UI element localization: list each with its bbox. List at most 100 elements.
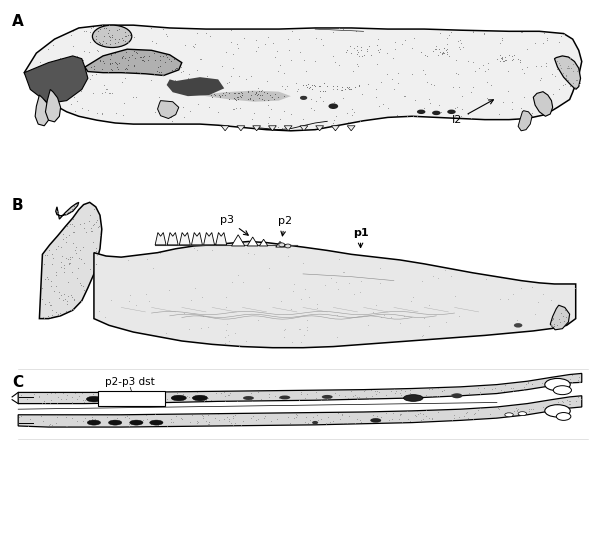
Point — [555, 308, 565, 317]
Point — [101, 39, 111, 48]
Point — [124, 420, 134, 429]
Point — [79, 219, 89, 228]
Point — [334, 254, 344, 263]
Point — [392, 110, 402, 119]
Point — [70, 389, 80, 398]
Point — [547, 70, 556, 79]
Point — [62, 300, 72, 309]
Point — [159, 69, 169, 78]
Point — [536, 74, 546, 83]
Point — [176, 68, 186, 77]
Point — [150, 419, 159, 428]
Point — [104, 26, 114, 35]
Point — [438, 386, 447, 395]
Text: p2-p3 dst: p2-p3 dst — [105, 377, 155, 387]
Point — [453, 102, 462, 111]
Point — [54, 293, 64, 302]
Point — [141, 395, 151, 404]
Point — [527, 282, 537, 291]
Point — [468, 414, 478, 423]
Point — [554, 377, 564, 386]
Point — [39, 259, 49, 268]
Point — [550, 319, 559, 328]
Point — [328, 84, 338, 93]
Point — [67, 397, 77, 406]
Point — [102, 388, 112, 397]
Point — [454, 412, 464, 421]
Point — [462, 408, 472, 417]
Point — [95, 38, 104, 47]
Point — [64, 260, 74, 269]
Point — [416, 48, 426, 56]
Point — [196, 324, 205, 333]
Ellipse shape — [312, 421, 318, 424]
Point — [224, 416, 234, 425]
Point — [550, 380, 559, 389]
Ellipse shape — [417, 110, 425, 114]
Point — [445, 52, 454, 61]
Point — [397, 40, 407, 49]
Point — [553, 398, 562, 407]
Point — [142, 254, 152, 263]
Point — [455, 35, 465, 44]
Point — [439, 49, 448, 58]
Point — [61, 395, 71, 404]
Point — [170, 55, 179, 64]
Point — [560, 306, 570, 315]
Point — [95, 231, 105, 240]
Point — [357, 51, 367, 60]
Point — [296, 387, 305, 396]
Point — [286, 56, 296, 65]
Point — [355, 416, 365, 425]
Point — [176, 413, 185, 422]
Point — [97, 39, 107, 48]
Point — [161, 329, 171, 338]
Point — [95, 38, 104, 47]
Point — [65, 207, 75, 216]
Point — [308, 106, 318, 115]
Point — [347, 110, 357, 119]
Point — [178, 102, 187, 111]
Point — [496, 274, 506, 283]
Polygon shape — [158, 101, 179, 119]
Point — [139, 56, 148, 65]
Point — [371, 40, 381, 49]
Point — [100, 312, 110, 321]
Point — [362, 44, 371, 53]
Point — [565, 397, 575, 406]
Point — [451, 56, 461, 65]
Point — [158, 397, 168, 406]
Point — [300, 393, 310, 402]
Point — [318, 96, 328, 105]
Point — [280, 85, 290, 94]
Point — [445, 272, 455, 281]
Point — [422, 78, 432, 87]
Point — [294, 396, 304, 405]
Point — [421, 406, 431, 415]
Point — [199, 396, 208, 405]
Point — [547, 296, 556, 305]
Point — [162, 395, 172, 404]
Point — [273, 67, 282, 75]
Ellipse shape — [108, 396, 123, 402]
Point — [371, 84, 381, 93]
Point — [447, 415, 456, 424]
Point — [52, 307, 61, 316]
Point — [410, 96, 419, 105]
Point — [39, 396, 49, 405]
Point — [59, 263, 68, 272]
Polygon shape — [237, 126, 245, 131]
Point — [176, 394, 186, 402]
Point — [371, 92, 381, 101]
Polygon shape — [347, 126, 355, 131]
Point — [523, 378, 533, 387]
Point — [107, 66, 116, 75]
Point — [148, 395, 158, 404]
Point — [539, 39, 548, 48]
Point — [264, 393, 274, 402]
Point — [73, 273, 82, 282]
Point — [458, 105, 467, 114]
Point — [331, 85, 341, 94]
Point — [250, 109, 259, 118]
Point — [75, 391, 84, 400]
